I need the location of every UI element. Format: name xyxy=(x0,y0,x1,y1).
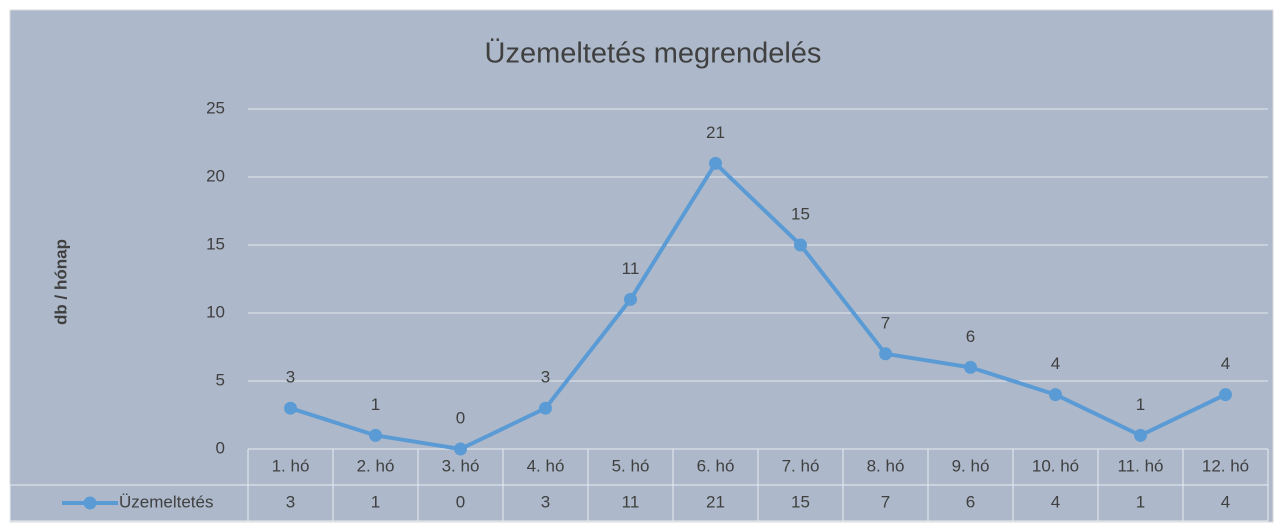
x-tick-label: 9. hó xyxy=(952,456,990,475)
point xyxy=(1049,388,1062,402)
y-tick-label: 5 xyxy=(216,370,225,389)
x-tick-label: 8. hó xyxy=(867,456,905,475)
x-tick-label: 11. hó xyxy=(1117,456,1163,475)
data-label: 3 xyxy=(286,368,295,387)
point xyxy=(964,360,977,374)
data-label: 4 xyxy=(1051,354,1060,373)
x-tick-label: 6. hó xyxy=(697,456,735,475)
table-value: 7 xyxy=(881,492,890,511)
data-label: 6 xyxy=(966,327,975,346)
x-tick-label: 3. hó xyxy=(442,456,480,475)
chart-background xyxy=(9,9,1274,523)
legend-label: Üzemeltetés xyxy=(119,492,213,511)
table-value: 11 xyxy=(622,492,640,511)
point xyxy=(709,156,722,170)
y-tick-label: 20 xyxy=(206,166,225,185)
point xyxy=(369,428,382,442)
point xyxy=(624,292,637,306)
table-value: 3 xyxy=(541,492,550,511)
x-tick-label: 12. hó xyxy=(1202,456,1249,475)
y-axis-label: db / hónap xyxy=(51,239,70,325)
data-label: 1 xyxy=(371,395,380,414)
data-label: 1 xyxy=(1136,395,1145,414)
x-tick-label: 1. hó xyxy=(272,456,310,475)
data-label: 7 xyxy=(881,313,890,332)
x-tick-label: 2. hó xyxy=(357,456,395,475)
table-value: 6 xyxy=(966,492,975,511)
table-value: 4 xyxy=(1221,492,1230,511)
legend-key xyxy=(83,496,97,510)
table-value: 0 xyxy=(456,492,465,511)
table-value: 3 xyxy=(286,492,295,511)
y-tick-label: 10 xyxy=(206,302,225,321)
x-tick-label: 4. hó xyxy=(527,456,565,475)
y-tick-label: 25 xyxy=(206,98,225,117)
data-label: 15 xyxy=(791,204,810,223)
x-tick-label: 5. hó xyxy=(612,456,650,475)
data-label: 4 xyxy=(1221,354,1230,373)
table-value: 4 xyxy=(1051,492,1060,511)
point xyxy=(1134,428,1147,442)
data-label: 3 xyxy=(541,368,550,387)
table-value: 1 xyxy=(1136,492,1145,511)
point xyxy=(539,401,552,415)
series-line xyxy=(289,161,1227,451)
x-tick-label: 7. hó xyxy=(782,456,820,475)
data-label: 11 xyxy=(622,259,640,278)
point xyxy=(454,442,467,456)
y-tick-label: 0 xyxy=(216,438,225,457)
point xyxy=(794,238,807,252)
y-tick-label: 15 xyxy=(206,234,225,253)
x-tick-label: 10. hó xyxy=(1032,456,1079,475)
point xyxy=(284,401,297,415)
table-value: 15 xyxy=(791,492,810,511)
data-label: 21 xyxy=(706,123,725,142)
table-value: 1 xyxy=(371,492,380,511)
point xyxy=(879,347,892,361)
chart-title: Üzemeltetés megrendelés xyxy=(485,38,822,70)
data-label: 0 xyxy=(456,408,465,427)
table-value: 21 xyxy=(706,492,725,511)
point xyxy=(1219,388,1232,402)
